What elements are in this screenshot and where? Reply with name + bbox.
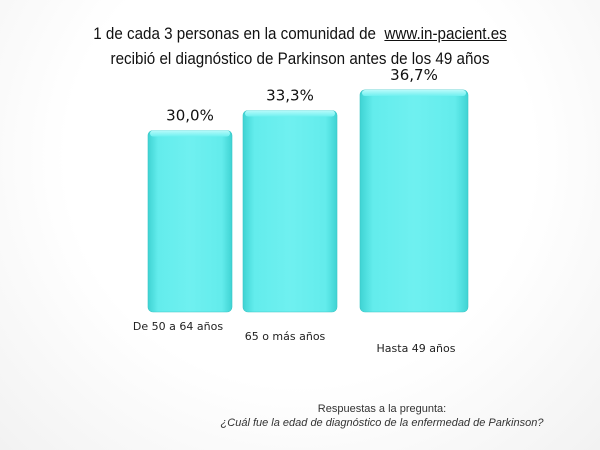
title-link[interactable]: www.in-pacient.es — [384, 25, 507, 43]
bar-3 — [359, 89, 469, 313]
footnote-question: ¿Cuál fue la edad de diagnóstico de la e… — [220, 417, 544, 429]
category-label-2: 65 o más años — [245, 330, 326, 343]
title-line-2: recibió el diagnóstico de Parkinson ante… — [110, 50, 490, 68]
footnote: Respuestas a la pregunta: ¿Cuál fue la e… — [182, 402, 582, 430]
bar-1 — [147, 130, 233, 313]
category-label-3: Hasta 49 años — [377, 342, 456, 355]
bar-3-top-highlight — [362, 89, 466, 96]
value-label-3: 36,7% — [390, 66, 438, 84]
category-label-1: De 50 a 64 años — [133, 320, 223, 333]
title-line-1: 1 de cada 3 personas en la comunidad de … — [24, 22, 576, 47]
bar-2-top-highlight — [245, 110, 335, 117]
bar-2 — [242, 110, 338, 313]
title-prefix: 1 de cada 3 personas en la comunidad de — [93, 25, 376, 43]
footnote-intro: Respuestas a la pregunta: — [317, 403, 447, 415]
value-label-2: 33,3% — [266, 87, 314, 105]
bars-group: 30,0% De 50 a 64 años 33,3% 65 o más años 36… — [133, 66, 469, 355]
bar-1-top-highlight — [150, 130, 230, 137]
value-label-1: 30,0% — [166, 107, 214, 125]
chart-title: 1 de cada 3 personas en la comunidad de … — [24, 22, 576, 72]
